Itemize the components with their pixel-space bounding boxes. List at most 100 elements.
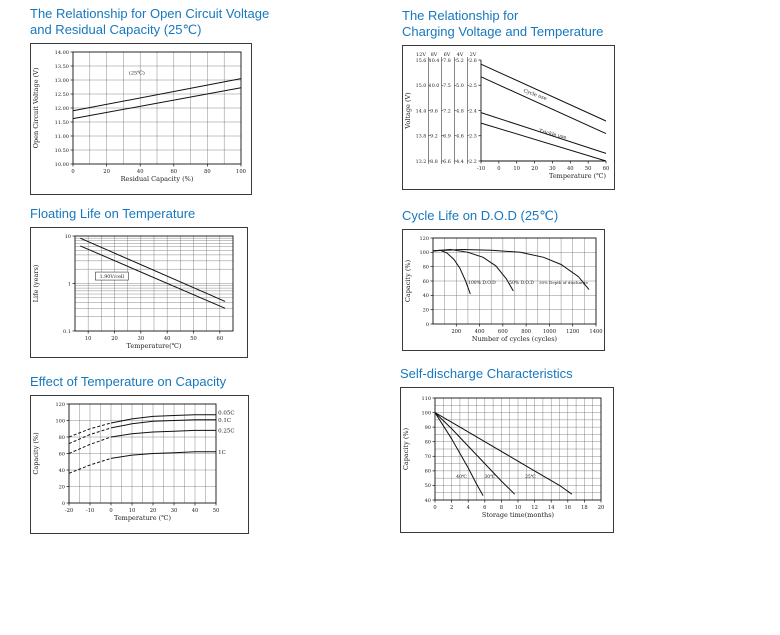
svg-text:10: 10 xyxy=(129,508,136,514)
svg-text:13.2: 13.2 xyxy=(416,159,427,165)
svg-text:110: 110 xyxy=(421,396,431,402)
svg-text:Capacity (%): Capacity (%) xyxy=(402,427,410,470)
svg-text:0: 0 xyxy=(62,501,65,507)
svg-text:20: 20 xyxy=(598,505,605,511)
svg-text:1C: 1C xyxy=(218,450,226,456)
svg-text:800: 800 xyxy=(521,329,531,335)
self-discharge-chart: 0 2 4 6 8 10 12 14 16 18 20 40 50 60 70 80 90 100 110 Stora… xyxy=(402,396,605,519)
chart-frame: -10 0 10 20 30 40 50 60 Temperature (℃) Voltage (… xyxy=(402,45,615,190)
title-line: Cycle Life on D.O.D (25℃) xyxy=(402,208,559,223)
svg-text:0: 0 xyxy=(426,322,429,328)
svg-text:5.0: 5.0 xyxy=(456,83,464,89)
chart-title-self-discharge: Self-discharge Characteristics xyxy=(400,366,614,382)
ocv-residual-capacity-chart: 0 20 40 60 80 100 10.00 10.50 11.00 11.50 12.00 12.… xyxy=(32,50,246,183)
svg-text:50% D.O.D: 50% D.O.D xyxy=(509,280,534,286)
svg-text:15.0: 15.0 xyxy=(416,83,427,89)
svg-text:Cycle use: Cycle use xyxy=(522,88,547,102)
floating-life-temperature-chart: 10 20 30 40 50 60 0.1 1 10 Temperature(℃) Life (ye… xyxy=(32,234,234,350)
svg-text:Capacity (%): Capacity (%) xyxy=(404,259,412,302)
svg-text:20: 20 xyxy=(111,336,118,342)
svg-text:60: 60 xyxy=(59,451,65,457)
cycle-life-dod-chart: 200 400 600 800 1000 1200 1400 0 20 40 60 80 100 120 N… xyxy=(404,236,603,343)
svg-text:11.00: 11.00 xyxy=(55,134,69,140)
svg-text:0.1: 0.1 xyxy=(63,329,71,335)
svg-text:5.2: 5.2 xyxy=(456,58,464,64)
chart-frame: -20 -10 0 10 20 30 40 50 0 20 40 60 80 100 120 Temperat… xyxy=(30,395,249,534)
svg-text:30: 30 xyxy=(138,336,145,342)
svg-text:50: 50 xyxy=(585,166,592,172)
svg-text:0.1C: 0.1C xyxy=(218,418,231,424)
svg-text:4.6: 4.6 xyxy=(456,134,464,140)
svg-text:4V: 4V xyxy=(457,52,464,58)
svg-text:120: 120 xyxy=(55,402,65,408)
svg-text:50: 50 xyxy=(425,483,431,489)
svg-text:100: 100 xyxy=(55,418,65,424)
svg-text:0: 0 xyxy=(71,169,74,175)
svg-text:Number of cycles (cycles): Number of cycles (cycles) xyxy=(472,335,558,343)
panel-cycle-life: Cycle Life on D.O.D (25℃) 200 400 600 800 10… xyxy=(402,208,605,356)
svg-text:40: 40 xyxy=(423,293,429,299)
svg-text:10: 10 xyxy=(515,505,522,511)
svg-text:60: 60 xyxy=(423,279,429,285)
svg-text:1: 1 xyxy=(68,281,71,287)
svg-text:Temperature (℃): Temperature (℃) xyxy=(549,172,606,180)
svg-text:20: 20 xyxy=(150,508,157,514)
svg-text:400: 400 xyxy=(475,329,485,335)
svg-text:-10: -10 xyxy=(86,508,94,514)
svg-text:1200: 1200 xyxy=(566,329,579,335)
svg-text:2.4: 2.4 xyxy=(469,108,477,114)
svg-text:20: 20 xyxy=(103,169,110,175)
svg-text:10: 10 xyxy=(513,166,520,172)
svg-text:100: 100 xyxy=(421,410,431,416)
svg-text:0: 0 xyxy=(497,166,500,172)
panel-self-discharge: Self-discharge Characteristics 0 2 4 6 8 10 12… xyxy=(400,366,614,538)
svg-text:13.00: 13.00 xyxy=(55,78,69,84)
svg-text:13.50: 13.50 xyxy=(55,64,69,70)
panel-charging-voltage-temperature: The Relationship for Charging Voltage an… xyxy=(402,8,615,195)
svg-text:6.6: 6.6 xyxy=(443,159,451,165)
svg-text:14.4: 14.4 xyxy=(416,108,427,114)
svg-text:50: 50 xyxy=(190,336,197,342)
title-line: Self-discharge Characteristics xyxy=(400,366,573,381)
svg-text:18: 18 xyxy=(581,505,588,511)
svg-text:8V: 8V xyxy=(431,52,438,58)
svg-text:40: 40 xyxy=(137,169,144,175)
svg-text:11.50: 11.50 xyxy=(55,120,69,126)
svg-text:8: 8 xyxy=(500,505,503,511)
svg-text:2V: 2V xyxy=(470,52,477,58)
temperature-capacity-chart: -20 -10 0 10 20 30 40 50 0 20 40 60 80 100 120 Temperat… xyxy=(32,402,235,522)
svg-text:10.0: 10.0 xyxy=(429,83,440,89)
svg-text:2: 2 xyxy=(450,505,453,511)
chart-title-ocv: The Relationship for Open Circuit Voltag… xyxy=(30,6,269,38)
svg-text:40: 40 xyxy=(59,468,65,474)
svg-text:6: 6 xyxy=(483,505,486,511)
svg-text:10.00: 10.00 xyxy=(55,162,69,168)
svg-text:14.00: 14.00 xyxy=(55,50,69,56)
title-line: The Relationship for Open Circuit Voltag… xyxy=(30,6,270,21)
svg-text:6V: 6V xyxy=(444,52,451,58)
svg-text:0: 0 xyxy=(433,505,436,511)
svg-text:30% Depth of discharge: 30% Depth of discharge xyxy=(539,280,588,285)
svg-text:Life (years): Life (years) xyxy=(32,264,40,302)
title-line: Charging Voltage and Temperature xyxy=(402,24,604,39)
svg-text:40: 40 xyxy=(425,498,431,504)
svg-text:2.3: 2.3 xyxy=(469,134,477,140)
svg-text:0: 0 xyxy=(109,508,112,514)
svg-text:60: 60 xyxy=(170,169,177,175)
svg-text:30℃: 30℃ xyxy=(484,474,495,480)
svg-text:Temperature (℃): Temperature (℃) xyxy=(114,514,171,522)
svg-text:20: 20 xyxy=(59,484,65,490)
svg-text:10: 10 xyxy=(85,336,92,342)
svg-text:12.00: 12.00 xyxy=(55,106,69,112)
svg-text:100: 100 xyxy=(236,169,246,175)
svg-text:2.6: 2.6 xyxy=(469,58,477,64)
svg-text:80: 80 xyxy=(59,435,65,441)
svg-text:30: 30 xyxy=(171,508,178,514)
svg-text:0.25C: 0.25C xyxy=(218,429,234,435)
svg-text:7.8: 7.8 xyxy=(443,58,451,64)
svg-text:Storage time(months): Storage time(months) xyxy=(482,511,555,519)
svg-text:1000: 1000 xyxy=(543,329,556,335)
chart-title-floating-life: Floating Life on Temperature xyxy=(30,206,248,222)
svg-text:100: 100 xyxy=(419,250,429,256)
